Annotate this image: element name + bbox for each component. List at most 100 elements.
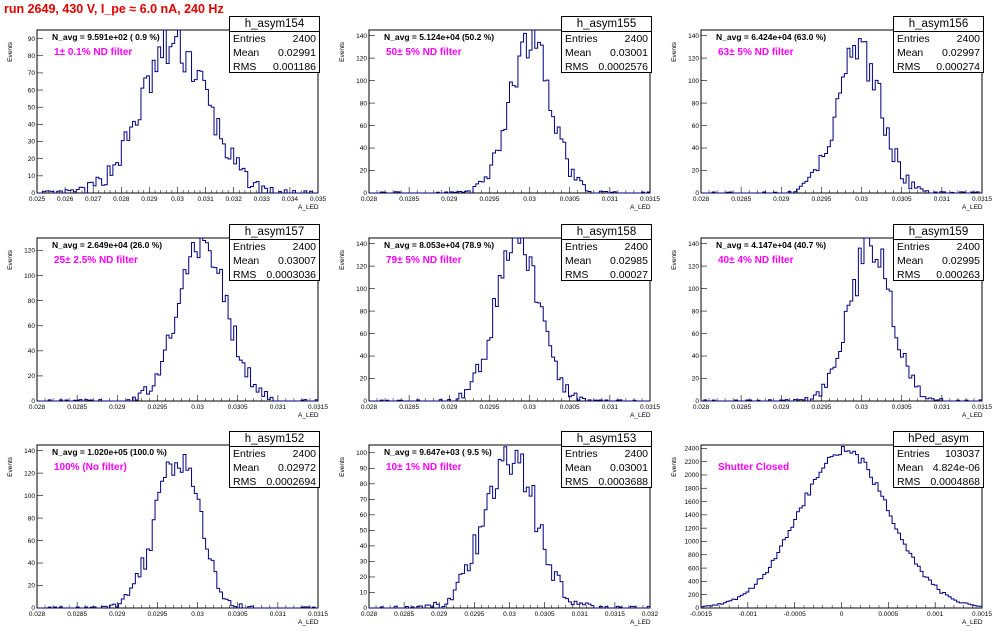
plot-frame — [368, 237, 651, 402]
stats-box: h_asym152 Entries 2400 Mean 0.02972 RMS 0.0002… — [229, 431, 320, 488]
x-tick-label: 0.03 — [523, 196, 536, 203]
x-tick-label: 0.03 — [191, 611, 204, 618]
stats-mean-value: 0.02991 — [278, 47, 316, 59]
stats-rms-value: 0.000263 — [936, 269, 980, 281]
stats-rms-row: RMS 0.00027 — [562, 268, 651, 282]
y-tick-label: 40 — [28, 560, 36, 567]
run-title: run 2649, 430 V, I_pe ≈ 6.0 nA, 240 Hz — [4, 2, 224, 16]
stats-rms-value: 0.0004868 — [930, 476, 980, 488]
histogram-panel: 0 10 20 30 40 50 60 70 80 90 100 0.028 0.0285 0.029 0.… — [332, 429, 664, 636]
histogram-name: h_asym152 — [230, 432, 319, 447]
x-tick-label: 0.0315 — [972, 196, 992, 203]
x-tick-label: 0.0315 — [605, 611, 625, 618]
histogram-panel: 0 20 40 60 80 100 120 140 0.028 0.0285 0.029 0.0295… — [332, 14, 664, 221]
x-tick-label: 0.029 — [109, 611, 126, 618]
x-tick-label: 0.031 — [270, 611, 287, 618]
x-tick-label: 0.028 — [693, 196, 710, 203]
stats-rms-label: RMS — [897, 476, 921, 488]
x-tick-label: 0.0305 — [892, 404, 912, 411]
histogram-name: h_asym155 — [562, 17, 651, 32]
x-tick-label: 0.031 — [572, 611, 589, 618]
y-tick-label: 140 — [688, 33, 699, 40]
x-tick-label: 0 — [840, 611, 844, 618]
stats-entries-value: 2400 — [292, 241, 316, 253]
plot-frame — [700, 237, 983, 402]
x-tick-label: 0.032 — [642, 611, 659, 618]
x-tick-label: 0.031 — [602, 196, 619, 203]
stats-mean-label: Mean — [565, 47, 592, 59]
x-tick-label: 0.0285 — [399, 196, 419, 203]
plot-frame — [700, 29, 983, 194]
x-tick-label: 0.0315 — [972, 404, 992, 411]
x-tick-label: 0.025 — [29, 196, 46, 203]
y-tick-label: 120 — [688, 55, 699, 62]
x-tick-label: 0.0305 — [535, 611, 555, 618]
filter-label: 25± 2.5% ND filter — [54, 255, 138, 266]
y-tick-label: 0 — [31, 605, 35, 612]
stats-rms-row: RMS 0.0004868 — [894, 475, 983, 489]
y-axis-title: Events — [339, 41, 346, 62]
histogram-name: h_asym153 — [562, 432, 651, 447]
stats-entries-label: Entries — [233, 241, 266, 253]
histogram-plot: 0 20 40 60 80 100 120 140 0.028 0.0285 0.029 0.0295… — [671, 29, 992, 211]
stats-mean-label: Mean — [233, 462, 260, 474]
histogram-name: h_asym159 — [894, 225, 983, 240]
x-tick-label: 0.0285 — [731, 196, 751, 203]
x-tick-label: 0.0295 — [811, 404, 831, 411]
y-tick-label: 600 — [688, 565, 699, 572]
histogram-plot: 0 20 40 60 80 100 120 140 0.028 0.0285 0.029 0.0295… — [671, 237, 992, 419]
stats-entries-value: 2400 — [956, 241, 980, 253]
y-tick-label: 60 — [360, 123, 368, 130]
stats-rms-label: RMS — [233, 61, 257, 73]
histogram-line — [701, 38, 982, 194]
y-tick-label: 40 — [360, 145, 368, 152]
stats-box: h_asym154 Entries 2400 Mean 0.02991 RMS 0.0011… — [229, 16, 320, 73]
stats-mean-label: Mean — [897, 462, 924, 474]
histogram-plot: 0 20 40 60 80 100 120 140 0.028 0.0285 0.029 0.0295… — [339, 29, 660, 211]
stats-rms-value: 0.0003688 — [598, 476, 648, 488]
y-tick-label: 80 — [28, 53, 36, 60]
x-tick-label: 0.031 — [197, 196, 214, 203]
y-tick-label: 120 — [356, 263, 367, 270]
y-tick-label: 80 — [692, 100, 700, 107]
y-tick-label: 50 — [28, 104, 36, 111]
y-tick-label: 80 — [360, 308, 368, 315]
stats-entries-label: Entries — [897, 33, 930, 45]
x-tick-label: 0.027 — [85, 196, 102, 203]
y-tick-label: 40 — [28, 122, 36, 129]
y-tick-label: 0 — [31, 190, 35, 197]
x-tick-label: 0.028 — [693, 404, 710, 411]
y-tick-label: 60 — [360, 512, 368, 519]
stats-rms-label: RMS — [565, 269, 589, 281]
stats-rms-row: RMS 0.0003036 — [230, 268, 319, 282]
y-axis-title: Events — [671, 41, 678, 62]
stats-rms-row: RMS 0.0002694 — [230, 475, 319, 489]
stats-rms-value: 0.000274 — [936, 61, 980, 73]
y-tick-label: 70 — [28, 70, 36, 77]
x-tick-label: 0.0315 — [308, 611, 328, 618]
y-tick-label: 80 — [692, 308, 700, 315]
y-tick-label: 140 — [356, 241, 367, 248]
filter-label: 10± 1% ND filter — [386, 462, 462, 473]
y-tick-label: 1000 — [685, 539, 700, 546]
x-tick-label: 0.0315 — [640, 196, 660, 203]
y-tick-label: 120 — [24, 470, 35, 477]
stats-entries-label: Entries — [565, 448, 598, 460]
histogram-line — [37, 29, 318, 194]
y-tick-label: 90 — [28, 36, 36, 43]
y-tick-label: 100 — [356, 286, 367, 293]
stats-rms-value: 0.0003036 — [266, 269, 316, 281]
x-tick-label: 0.0285 — [399, 404, 419, 411]
x-axis-title: A_LED — [630, 412, 651, 419]
y-tick-label: 2400 — [685, 446, 700, 453]
histogram-plot: 0 20 40 60 80 100 120 140 0.028 0.0285 0.029 0.0295… — [339, 237, 660, 419]
x-tick-label: 0.0285 — [67, 611, 87, 618]
stats-entries-value: 2400 — [292, 33, 316, 45]
y-tick-label: 140 — [24, 448, 35, 455]
x-tick-label: 0.0315 — [640, 404, 660, 411]
histogram-plot: 0 10 20 30 40 50 60 70 80 90 0.025 0.026 0.027 0.028 0… — [7, 29, 327, 211]
stats-box: hPed_asym Entries 103037 Mean 4.824e-06 RMS 0.… — [893, 431, 984, 488]
stats-mean-label: Mean — [897, 47, 924, 59]
x-tick-label: 0.03 — [523, 404, 536, 411]
x-tick-label: 0.0305 — [560, 196, 580, 203]
